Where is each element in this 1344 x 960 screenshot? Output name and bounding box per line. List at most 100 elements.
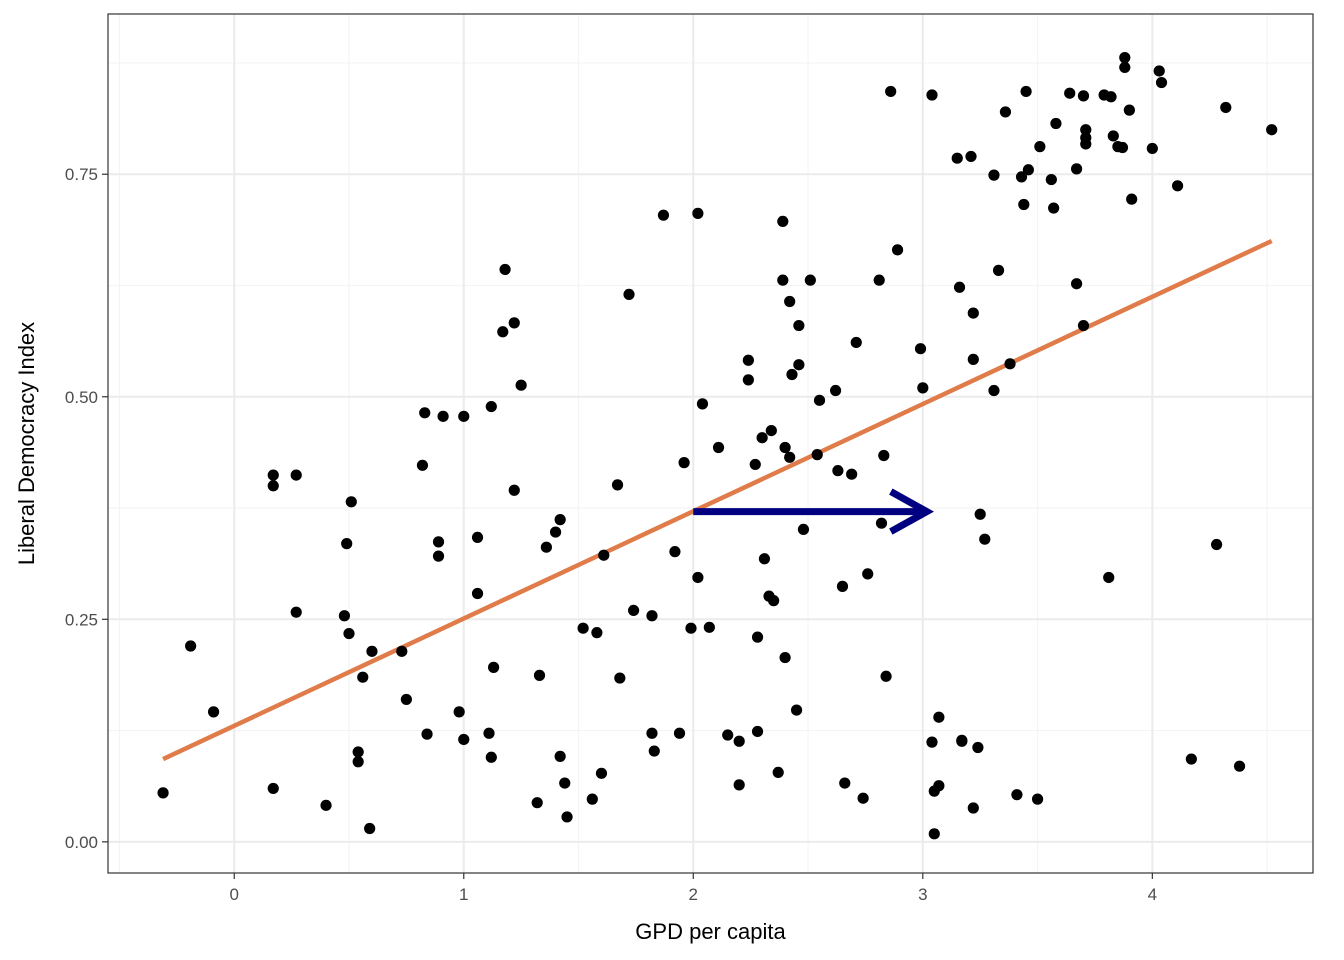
data-point	[786, 368, 798, 381]
data-point	[965, 150, 977, 163]
data-point	[967, 802, 979, 814]
data-point	[1103, 571, 1115, 584]
data-point	[419, 407, 431, 419]
data-point	[768, 595, 780, 607]
y-axis: 0.00 0.25 0.50 0.75	[65, 165, 108, 852]
data-point	[1070, 278, 1083, 290]
data-point	[1045, 173, 1057, 186]
data-point	[267, 480, 279, 492]
data-point	[341, 538, 353, 550]
data-point	[1211, 538, 1223, 551]
data-point	[648, 745, 660, 757]
data-point	[396, 645, 408, 657]
data-point	[857, 792, 869, 804]
data-point	[366, 645, 378, 657]
data-point	[499, 263, 511, 276]
data-point	[628, 604, 640, 617]
data-point	[1119, 52, 1131, 64]
data-point	[1022, 164, 1034, 176]
data-point	[458, 733, 470, 746]
data-point	[508, 317, 520, 329]
data-point	[1050, 117, 1062, 130]
data-point	[1020, 85, 1032, 98]
data-point	[290, 606, 302, 618]
data-point	[992, 264, 1005, 276]
data-point	[1034, 141, 1046, 153]
data-point	[1080, 138, 1092, 150]
data-point	[185, 640, 197, 652]
data-point	[1123, 104, 1135, 116]
data-point	[290, 469, 302, 481]
x-tick-label: 0	[230, 885, 239, 904]
data-point	[157, 787, 169, 799]
panel-background	[108, 14, 1313, 873]
data-point	[1233, 760, 1246, 772]
data-point	[917, 382, 929, 394]
data-point	[703, 621, 715, 633]
data-point	[972, 741, 984, 754]
data-point	[1146, 142, 1158, 155]
y-tick-label: 0.75	[65, 165, 98, 184]
data-point	[928, 828, 940, 840]
data-point	[784, 451, 796, 463]
data-point	[777, 215, 789, 228]
data-point	[554, 514, 566, 526]
data-point	[591, 627, 603, 639]
data-point	[832, 465, 844, 477]
data-point	[733, 779, 745, 791]
data-point	[829, 384, 842, 397]
data-point	[1153, 65, 1165, 77]
data-point	[1070, 163, 1083, 175]
x-axis: 0 1 2 3 4	[230, 873, 1157, 904]
data-point	[646, 727, 658, 739]
data-point	[926, 89, 938, 101]
data-point	[813, 394, 826, 406]
data-point	[1155, 76, 1168, 89]
data-point	[749, 458, 761, 471]
data-point	[756, 432, 768, 444]
data-point	[979, 533, 991, 545]
data-point	[1015, 171, 1028, 183]
data-point	[508, 484, 520, 496]
data-point	[811, 449, 823, 461]
data-point	[779, 441, 791, 454]
data-point	[779, 651, 791, 664]
x-tick-label: 3	[918, 885, 927, 904]
data-point	[1220, 101, 1232, 114]
data-point	[595, 767, 608, 779]
data-point	[1077, 319, 1090, 332]
data-point	[646, 610, 658, 622]
data-point	[1018, 198, 1030, 211]
data-point	[1185, 753, 1197, 765]
data-point	[1004, 358, 1016, 370]
data-point	[1171, 180, 1184, 192]
data-point	[611, 479, 624, 491]
data-point	[988, 384, 1000, 397]
data-point	[1107, 130, 1119, 142]
data-point	[559, 777, 571, 789]
data-point	[432, 536, 445, 548]
data-point	[873, 274, 885, 286]
data-point	[364, 822, 376, 835]
data-point	[712, 441, 725, 454]
data-point	[836, 580, 849, 592]
data-point	[586, 793, 598, 805]
data-point	[1126, 193, 1138, 205]
data-point	[1011, 789, 1023, 801]
data-point	[485, 751, 497, 763]
data-point	[804, 274, 816, 286]
data-point	[875, 517, 888, 529]
data-point	[784, 295, 796, 308]
data-point	[933, 780, 945, 792]
arrow-head	[889, 488, 935, 535]
data-point	[751, 725, 764, 738]
data-point	[967, 307, 979, 319]
data-point	[343, 627, 355, 640]
y-axis-title: Liberal Democracy Index	[14, 322, 39, 565]
data-point	[933, 711, 945, 723]
data-point	[793, 319, 805, 332]
plot-panel	[107, 13, 1314, 874]
data-point	[549, 526, 562, 538]
data-point	[471, 531, 484, 544]
data-point	[1105, 91, 1117, 103]
